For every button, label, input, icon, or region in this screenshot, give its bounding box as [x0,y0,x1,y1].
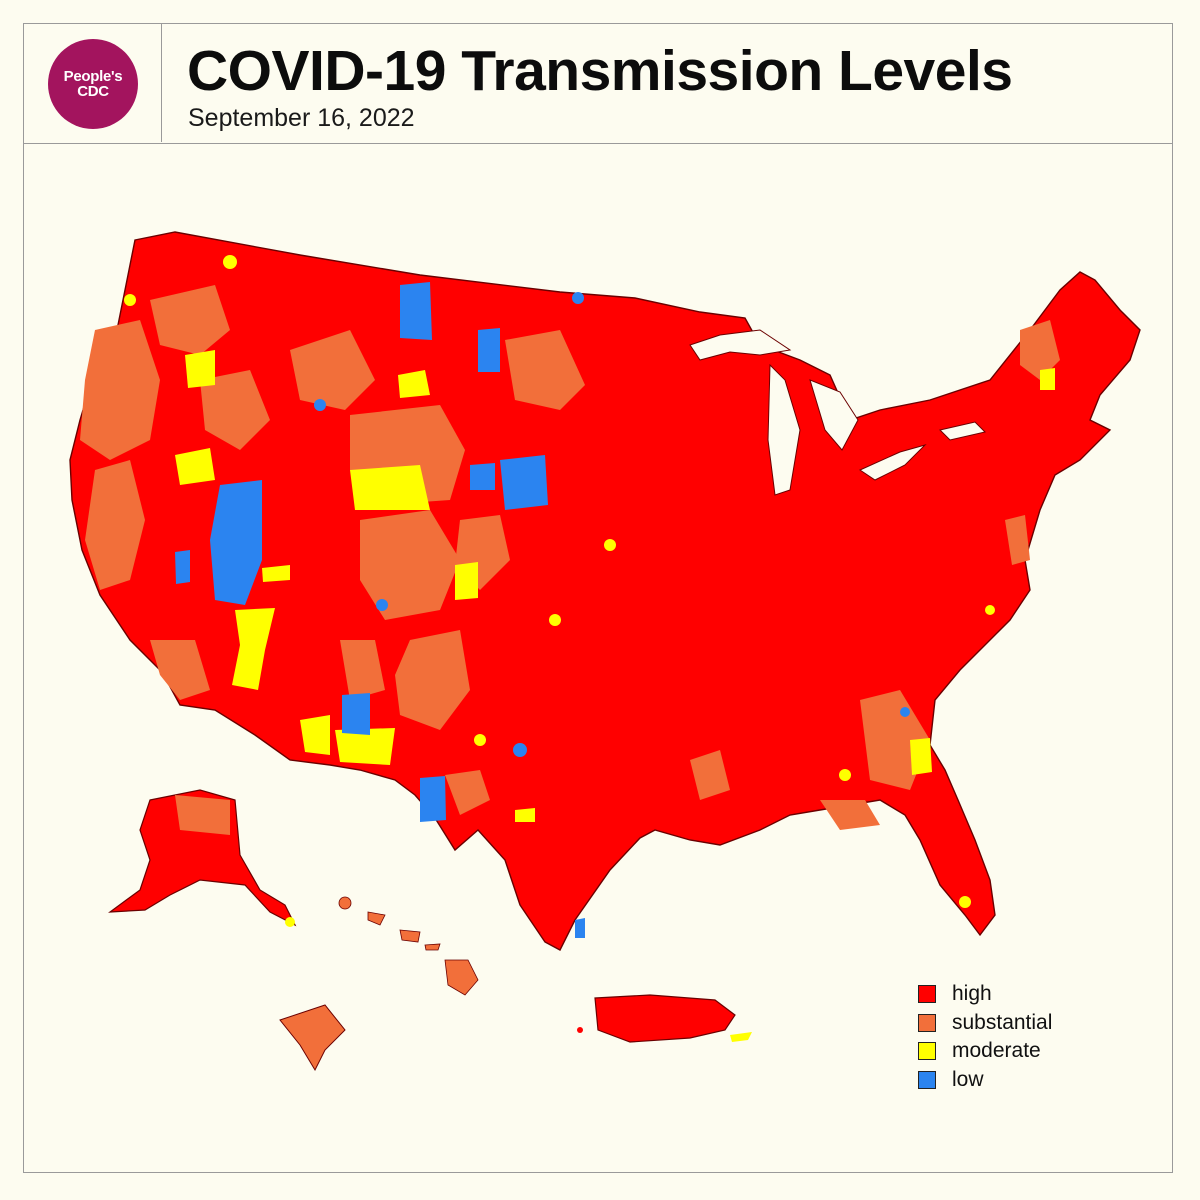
moderate-areas [124,255,1055,908]
legend-item-substantial: substantial [918,1009,1052,1038]
map-pr-islands [730,1032,752,1042]
logo-text-line1: People's [63,68,123,85]
map-puerto-rico [594,994,736,1043]
page-title: COVID-19 Transmission Levels [187,39,1013,103]
substantial-areas [80,285,1060,830]
lake-ontario [939,421,986,441]
legend-label-low: low [952,1067,984,1091]
legend-item-high: high [918,980,1052,1009]
lake-huron [809,379,859,451]
legend-swatch-moderate [918,1042,936,1061]
legend-item-low: low [918,1066,1052,1095]
legend-swatch-high [918,985,936,1004]
legend: high substantial moderate low [918,980,1052,1094]
chart-frame: People's CDC COVID-19 Transmission Level… [23,23,1173,1173]
peoples-cdc-logo: People's CDC [48,39,138,129]
date-subtitle: September 16, 2022 [188,104,415,132]
lake-michigan [767,363,801,496]
map-alaska [108,789,297,927]
map-pr-islet [577,1027,583,1033]
legend-label-moderate: moderate [952,1039,1041,1063]
low-areas [175,282,910,938]
legend-swatch-low [918,1070,936,1089]
legend-label-substantial: substantial [952,1010,1053,1034]
header: People's CDC COVID-19 Transmission Level… [24,24,1172,144]
legend-swatch-substantial [918,1013,936,1032]
map-guam [279,1004,346,1072]
map-hawaii [338,896,479,996]
alaska-moderate [285,917,295,927]
logo-text-line2: CDC [77,83,109,100]
legend-item-moderate: moderate [918,1037,1052,1066]
lake-superior [689,329,792,361]
legend-label-high: high [952,982,992,1006]
logo-cell: People's CDC [24,24,162,142]
great-lakes [689,329,986,496]
alaska-substantial [175,795,230,835]
lake-erie [858,444,927,481]
